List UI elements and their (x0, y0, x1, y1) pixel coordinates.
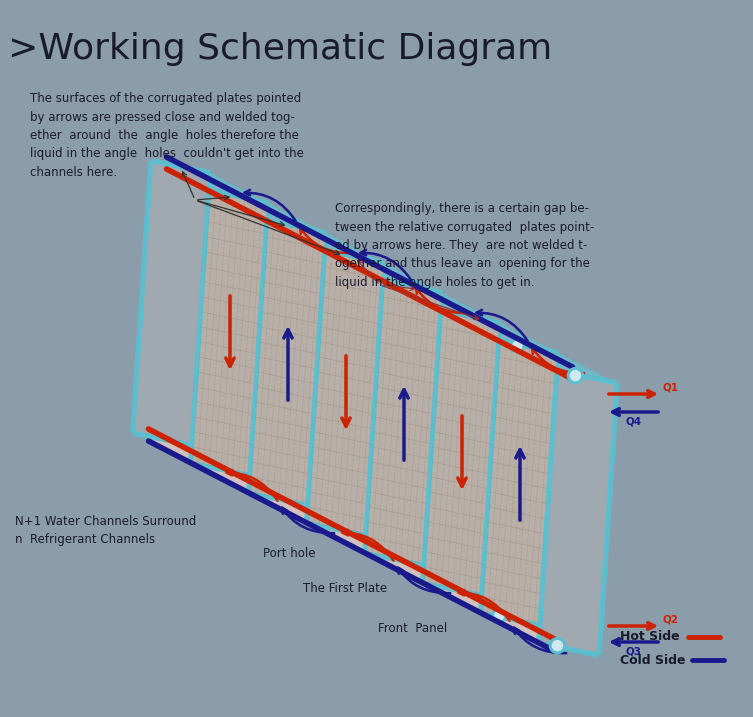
Polygon shape (210, 189, 269, 204)
Polygon shape (326, 252, 442, 294)
Polygon shape (442, 312, 558, 354)
Polygon shape (500, 338, 559, 354)
Circle shape (571, 371, 581, 381)
Polygon shape (152, 162, 268, 204)
Circle shape (568, 368, 584, 384)
Polygon shape (424, 312, 500, 594)
Text: Front  Panel: Front Panel (378, 622, 447, 635)
Polygon shape (362, 282, 384, 552)
Polygon shape (478, 342, 500, 612)
Polygon shape (326, 249, 385, 264)
Polygon shape (268, 219, 327, 234)
Polygon shape (442, 308, 501, 324)
Polygon shape (481, 612, 540, 627)
Circle shape (511, 338, 524, 353)
Polygon shape (192, 192, 268, 474)
Polygon shape (423, 582, 482, 597)
Text: Q1: Q1 (663, 382, 679, 392)
Text: Hot Side: Hot Side (620, 630, 680, 643)
Polygon shape (424, 294, 446, 564)
Polygon shape (250, 204, 272, 474)
Polygon shape (308, 252, 384, 534)
Polygon shape (539, 642, 598, 657)
Circle shape (492, 609, 507, 622)
Polygon shape (188, 191, 210, 462)
Circle shape (513, 341, 522, 350)
Polygon shape (133, 432, 192, 447)
Polygon shape (130, 162, 152, 432)
Circle shape (550, 637, 566, 654)
Polygon shape (540, 372, 616, 654)
Polygon shape (134, 162, 558, 642)
Text: Cold Side: Cold Side (620, 653, 685, 667)
Polygon shape (307, 522, 366, 538)
Polygon shape (366, 282, 442, 564)
Circle shape (495, 611, 504, 620)
Polygon shape (268, 222, 384, 264)
Polygon shape (134, 162, 558, 642)
Polygon shape (536, 372, 558, 642)
Polygon shape (246, 222, 268, 492)
Polygon shape (482, 342, 558, 624)
Polygon shape (249, 492, 308, 508)
Polygon shape (500, 342, 616, 384)
Polygon shape (304, 252, 326, 522)
Polygon shape (134, 162, 210, 444)
Polygon shape (366, 264, 388, 534)
Polygon shape (558, 369, 617, 384)
Circle shape (553, 640, 562, 650)
Polygon shape (152, 158, 211, 174)
Polygon shape (482, 324, 504, 594)
Polygon shape (250, 222, 326, 504)
Polygon shape (420, 312, 442, 582)
Polygon shape (192, 174, 214, 445)
Polygon shape (384, 279, 443, 294)
Polygon shape (308, 234, 330, 504)
Text: Q3: Q3 (626, 647, 642, 657)
Text: The surfaces of the corrugated plates pointed
by arrows are pressed close and we: The surfaces of the corrugated plates po… (30, 92, 304, 179)
Text: Q4: Q4 (626, 417, 642, 427)
Polygon shape (540, 354, 562, 625)
Text: Q2: Q2 (663, 614, 679, 624)
Text: >Working Schematic Diagram: >Working Schematic Diagram (8, 32, 552, 66)
Polygon shape (384, 282, 500, 324)
Polygon shape (365, 552, 424, 567)
Polygon shape (598, 384, 620, 654)
Text: Correspondingly, there is a certain gap be-
tween the relative corrugated  plate: Correspondingly, there is a certain gap … (335, 202, 594, 289)
Text: The First Plate: The First Plate (303, 582, 387, 595)
Polygon shape (210, 192, 326, 234)
Text: N+1 Water Channels Surround
n  Refrigerant Channels: N+1 Water Channels Surround n Refrigeran… (15, 515, 197, 546)
Polygon shape (191, 462, 250, 478)
Text: Port hole: Port hole (263, 547, 316, 560)
